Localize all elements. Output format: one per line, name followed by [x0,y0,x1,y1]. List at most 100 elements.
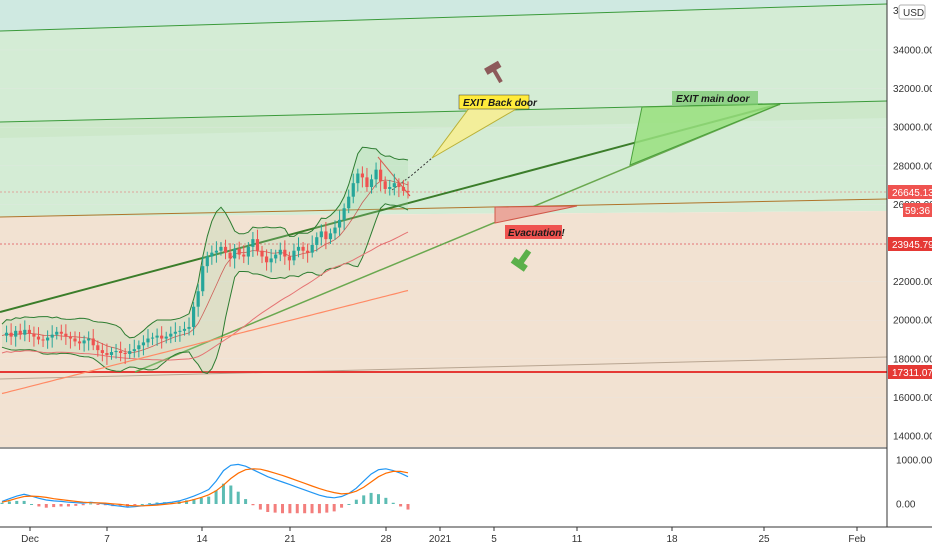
candle-body [306,250,310,253]
candle-body [46,337,50,341]
candle-body [27,329,31,334]
time-tick-label: 21 [284,534,296,545]
candle-body [87,338,91,341]
candle-body [328,233,333,240]
candle-body [296,246,301,251]
macd-histogram-bar [0,502,4,504]
candle-body [264,256,269,263]
macd-tick-label: 1000.00 [896,456,932,467]
candle-body [406,190,410,192]
macd-histogram-bar [214,490,218,504]
evacuation-arrow-icon [510,249,532,272]
evacuation-label: Evacuation! [508,228,565,239]
macd-histogram-bar [229,485,233,504]
macd-histogram-bar [52,504,56,508]
candle-body [374,169,378,180]
candle-body [360,173,364,178]
macd-histogram-bar [340,504,344,508]
candle-body [59,331,63,334]
candle-body [201,266,205,292]
candle-body [205,256,209,267]
bollinger-basis [1,179,409,353]
candle-body [55,331,59,335]
macd-histogram-bar [199,497,203,504]
hammer-icon [484,60,503,84]
time-tick-label: 25 [758,534,770,545]
macd-histogram-bar [288,504,292,514]
macd-histogram-bar [81,504,85,506]
candle-body [114,351,118,353]
macd-axis: 0.00 1000.00 [896,456,932,511]
macd-histogram-bar [185,500,189,504]
macd-histogram-bar [303,504,307,514]
price-gridlines [0,49,887,437]
candle-body [9,332,13,337]
candle-body [173,331,177,334]
candle-body [301,246,305,251]
time-tick-label: 7 [104,534,110,545]
candle-body [260,250,264,257]
macd-histogram-bar [140,504,144,505]
price-tag-low: 17311.07 [888,365,932,379]
candle-body [255,239,260,251]
candle-body [119,351,123,354]
candle-body [333,227,337,234]
time-tick-label: Dec [21,534,39,545]
macd-histogram-bar [155,502,159,504]
candle-body [210,252,214,257]
price-tick-label: 34000.00 [893,46,932,57]
price-tick-label: 20000.00 [893,316,932,327]
macd-histogram-bar [325,504,329,513]
candle-body [315,237,319,245]
time-tick-label: 18 [666,534,678,545]
macd-histogram-bar [192,499,196,504]
candle-body [246,246,250,257]
price-tick-label: 28000.00 [893,161,932,172]
candle-body [123,353,127,355]
macd-histogram-bar [37,504,41,507]
candle-body [23,329,27,335]
macd-histogram-bar [30,504,34,505]
candles [4,160,410,365]
macd-histogram-bar [399,504,403,507]
currency-badge[interactable]: USD [898,4,926,20]
macd-histogram-bar [362,495,366,504]
svg-text:26645.13: 26645.13 [892,188,932,199]
macd-tick-label: 0.00 [896,500,916,511]
candle-body [283,249,287,257]
ma-200 [1,289,409,395]
candle-body [178,330,182,332]
svg-text:59:36: 59:36 [905,206,930,217]
macd-histogram-bar [74,504,78,506]
candle-body [365,177,369,188]
bollinger-fill [2,147,408,374]
candle-body [4,332,9,336]
candle-body [351,183,355,197]
macd-histogram-bar [133,504,137,506]
candle-body [32,333,36,337]
candle-body [105,353,109,355]
price-tick-label: 18000.00 [893,354,932,365]
macd-histogram-bar [258,504,262,510]
macd-histogram-bar [281,504,285,514]
candle-body [356,173,360,184]
ma-50 [1,231,409,361]
green-zone [0,0,887,217]
candle-body [191,306,196,327]
time-tick-label: 11 [572,534,583,545]
macd-histogram-bar [376,494,380,504]
candle-body [146,338,150,343]
macd-histogram-bar [391,502,395,504]
candle-body [164,336,168,339]
candle-body [233,248,237,259]
macd-histogram-bar [22,500,26,504]
candle-body [369,179,374,188]
candle-body [18,330,22,335]
candle-body [242,254,246,257]
candle-body [41,339,45,341]
evacuation-label-bg [505,225,562,239]
candle-body [392,183,396,188]
candle-body [100,350,104,354]
top-price-fragment: 3( [893,6,903,17]
